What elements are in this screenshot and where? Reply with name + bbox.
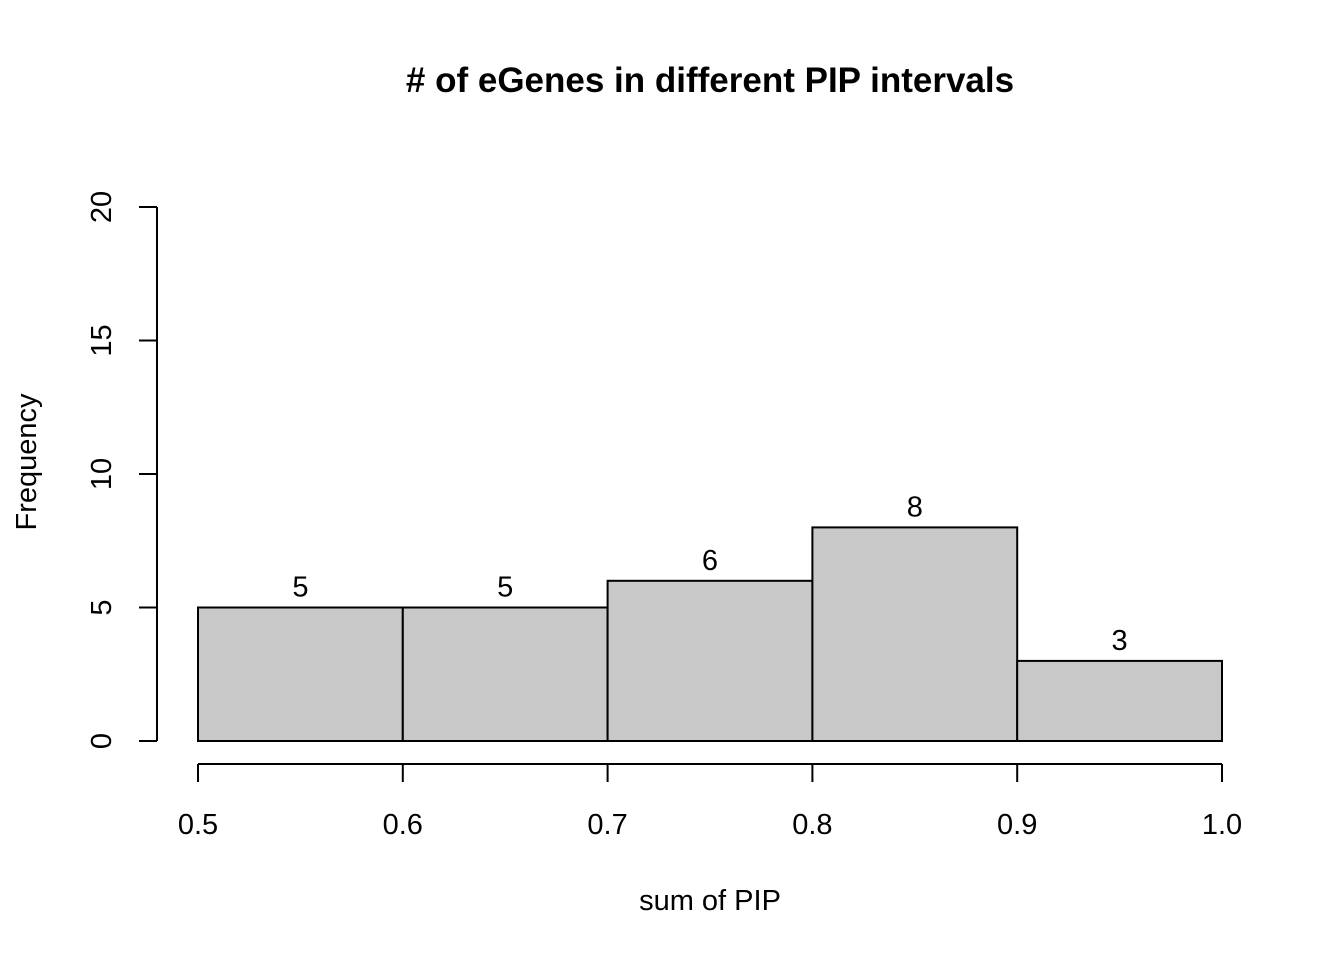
- bars-group: [197, 526, 1224, 743]
- x-tick-label: 0.6: [383, 809, 423, 841]
- chart-title: # of eGenes in different PIP intervals: [406, 61, 1014, 100]
- bar-count-label: 5: [292, 572, 308, 604]
- y-axis-label: Frequency: [11, 393, 43, 531]
- y-tick-label: 15: [86, 324, 118, 356]
- histogram-bar: [197, 606, 404, 742]
- x-tick-label: 0.7: [587, 809, 627, 841]
- bar-count-label: 8: [907, 491, 923, 523]
- bar-count-label: 6: [702, 545, 718, 577]
- y-tick-label: 10: [86, 458, 118, 490]
- histogram-bar: [401, 606, 609, 742]
- histogram-bar: [606, 579, 814, 742]
- data-labels-group: 5 5 6 8 3: [292, 491, 1127, 657]
- y-tick-label: 5: [86, 599, 118, 615]
- histogram-bar: [1016, 659, 1224, 743]
- bar-count-label: 3: [1112, 625, 1128, 657]
- x-tick-label: 0.8: [792, 809, 832, 841]
- x-axis-label: sum of PIP: [639, 885, 781, 917]
- x-tick-label: 0.9: [997, 809, 1037, 841]
- bar-count-label: 5: [497, 572, 513, 604]
- x-axis: 0.5 0.6 0.7 0.8 0.9 1.0: [178, 763, 1242, 841]
- y-axis: 0 5 10 15 20: [86, 191, 158, 749]
- y-tick-label: 20: [86, 191, 118, 223]
- y-tick-label: 0: [86, 733, 118, 749]
- histogram-bar: [811, 526, 1019, 743]
- x-tick-label: 1.0: [1202, 809, 1242, 841]
- x-tick-label: 0.5: [178, 809, 218, 841]
